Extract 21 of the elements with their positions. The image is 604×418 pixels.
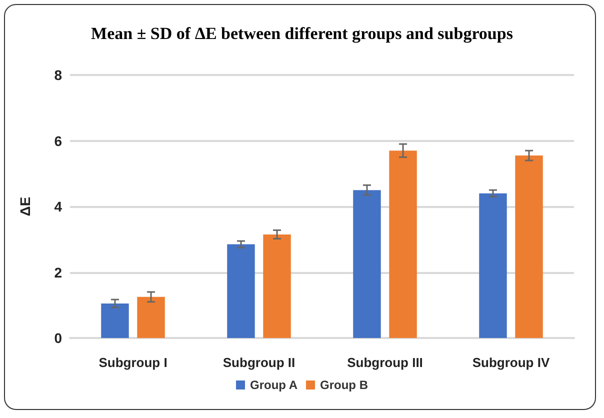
bar <box>389 150 417 338</box>
y-tick-label: 2 <box>54 264 62 280</box>
legend-label: Group A <box>250 378 298 392</box>
bar <box>227 244 255 338</box>
x-tick-label: Subgroup III <box>347 355 423 370</box>
bar <box>101 303 129 338</box>
y-tick-label: 8 <box>54 67 62 83</box>
x-tick-label: Subgroup I <box>98 355 168 370</box>
bar <box>515 156 543 338</box>
bar <box>137 296 165 338</box>
y-tick-label: 6 <box>54 132 62 149</box>
x-tick-label: Subgroup IV <box>472 355 550 370</box>
bar <box>479 193 507 338</box>
y-tick-label: 4 <box>54 198 62 214</box>
chart-title: Mean ± SD of ΔE between different groups and subgroups <box>91 24 514 43</box>
x-tick-label: Subgroup II <box>222 355 296 370</box>
y-tick-label: 0 <box>54 330 62 346</box>
bar <box>353 190 381 338</box>
bar <box>263 234 291 338</box>
y-axis-title: ΔE <box>17 196 33 216</box>
legend-label: Group B <box>320 378 368 392</box>
